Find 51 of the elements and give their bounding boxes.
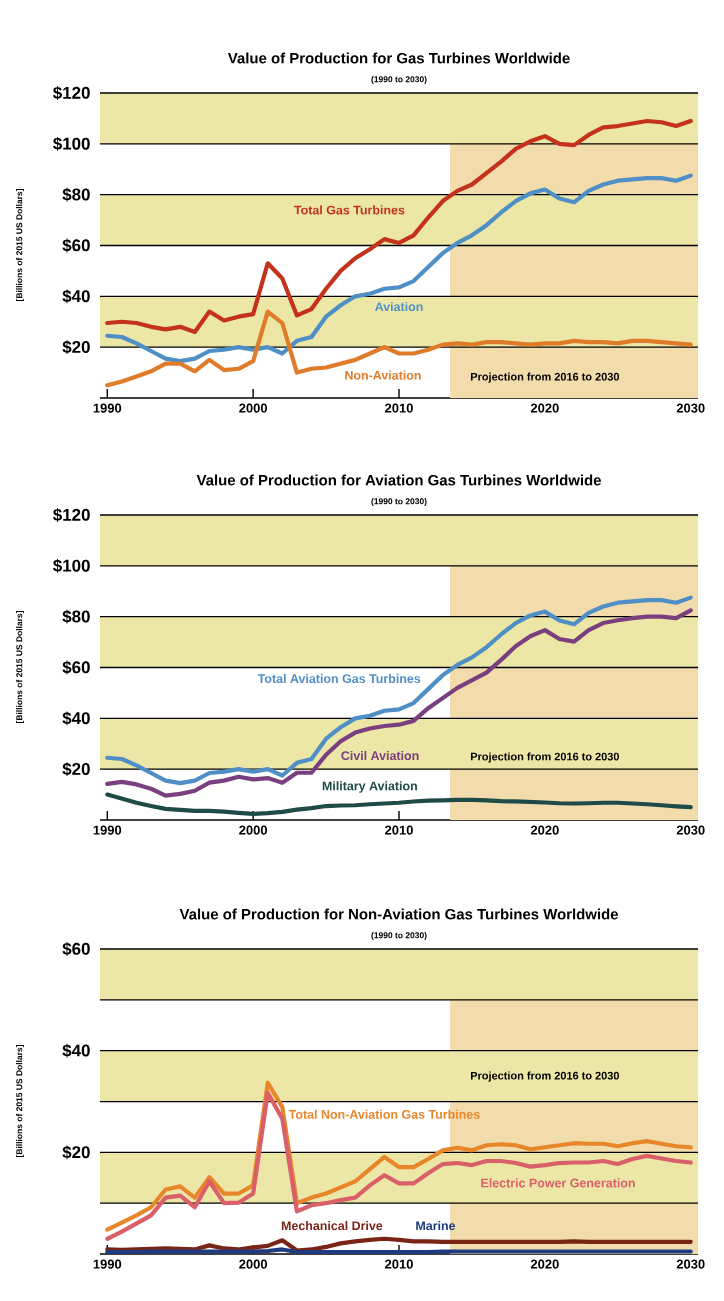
y-tick-label: $20 [62,762,90,777]
x-tick-label: 2030 [676,825,705,835]
band-label: Projection from 2016 to 2030 [470,1071,620,1082]
x-tick-label: 2020 [530,403,559,413]
y-axis-title: [Billions of 2015 US Dollars] [16,189,24,301]
band-label: Projection from 2016 to 2030 [470,372,620,383]
x-tick-label: 2010 [385,1259,413,1269]
x-tick-label: 2000 [239,403,268,413]
x-tick-label: 2000 [239,1259,268,1269]
series-label: Total Aviation Gas Turbines [257,673,421,684]
chart-title: Value of Production for Non-Aviation Gas Turbines Worldwide [179,908,619,920]
y-tick-label: $100 [53,558,90,573]
chart-subtitle: (1990 to 2030) [371,498,427,506]
y-tick-label: $20 [62,340,90,355]
band-label: Projection from 2016 to 2030 [470,752,620,763]
chart-subtitle: (1990 to 2030) [371,76,427,84]
y-tick-label: $40 [62,1043,90,1058]
y-tick-label: $100 [53,136,90,151]
y-tick-label: $60 [62,942,90,956]
y-tick-label: $80 [62,187,90,202]
series-label: Non-Aviation [345,370,421,380]
series-label: Mechanical Drive [281,1220,383,1231]
y-tick-label: $20 [62,1145,90,1160]
x-tick-label: 1990 [93,403,122,413]
x-tick-label: 2030 [676,1259,705,1269]
x-tick-label: 2020 [530,825,559,835]
series-label: Aviation [374,301,423,312]
x-tick-label: 2030 [676,403,705,413]
series-label: Civil Aviation [341,750,419,761]
y-axis-title: [Billions of 2015 US Dollars] [16,1045,24,1158]
series-label: Military Aviation [322,781,417,793]
series-label: Total Gas Turbines [294,205,405,215]
y-tick-label: $120 [53,508,90,522]
y-axis-title: [Billions of 2015 US Dollars] [16,611,24,724]
y-tick-label: $40 [62,711,90,726]
series-label: Marine [416,1220,456,1231]
x-tick-label: 2010 [385,403,413,413]
x-tick-label: 1990 [93,1259,122,1269]
x-tick-label: 2020 [530,1259,559,1269]
y-tick-label: $60 [62,660,90,675]
series-label: Electric Power Generation [481,1178,635,1188]
y-tick-label: $80 [62,609,90,624]
x-tick-label: 2000 [239,825,268,835]
chart-title: Value of Production for Aviation Gas Turbines Worldwide [196,474,601,486]
y-tick-label: $60 [62,238,90,253]
x-tick-label: 2010 [385,825,413,835]
chart-title: Value of Production for Gas Turbines Worldwide [227,52,570,64]
x-tick-label: 1990 [93,825,122,835]
y-tick-label: $40 [62,289,90,304]
y-tick-label: $120 [53,86,90,100]
chart-subtitle: (1990 to 2030) [371,932,427,940]
